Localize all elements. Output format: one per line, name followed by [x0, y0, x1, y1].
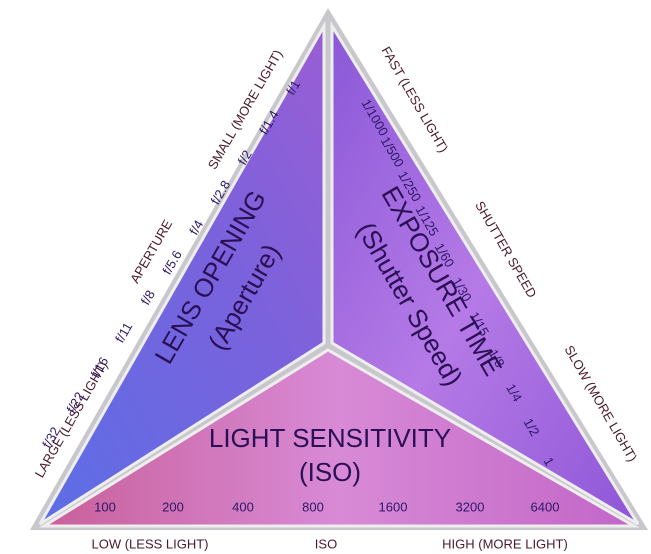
iso-value: 100 — [94, 499, 116, 514]
region-subtitle: (ISO) — [299, 457, 361, 487]
iso-value: 6400 — [531, 499, 560, 514]
iso-value: 200 — [162, 499, 184, 514]
iso-value: 1600 — [379, 499, 408, 514]
shutter-region — [330, 20, 640, 526]
iso-value: 3200 — [456, 499, 485, 514]
iso-value: 400 — [232, 499, 254, 514]
f-stop: f/4 — [186, 217, 206, 237]
aperture-region — [38, 20, 326, 526]
bottom-label: ISO — [315, 536, 337, 551]
iso-value: 800 — [302, 499, 324, 514]
f-stop: f/1 — [283, 77, 303, 97]
bottom-label: HIGH (MORE LIGHT) — [442, 536, 568, 551]
f-stop: f/11 — [112, 320, 135, 345]
bottom-label: LOW (LESS LIGHT) — [91, 536, 208, 551]
f-stop: f/8 — [138, 287, 158, 307]
iso-region — [38, 348, 640, 528]
f-stop: f/2 — [235, 147, 255, 167]
region-title: LIGHT SENSITIVITY — [209, 423, 451, 453]
